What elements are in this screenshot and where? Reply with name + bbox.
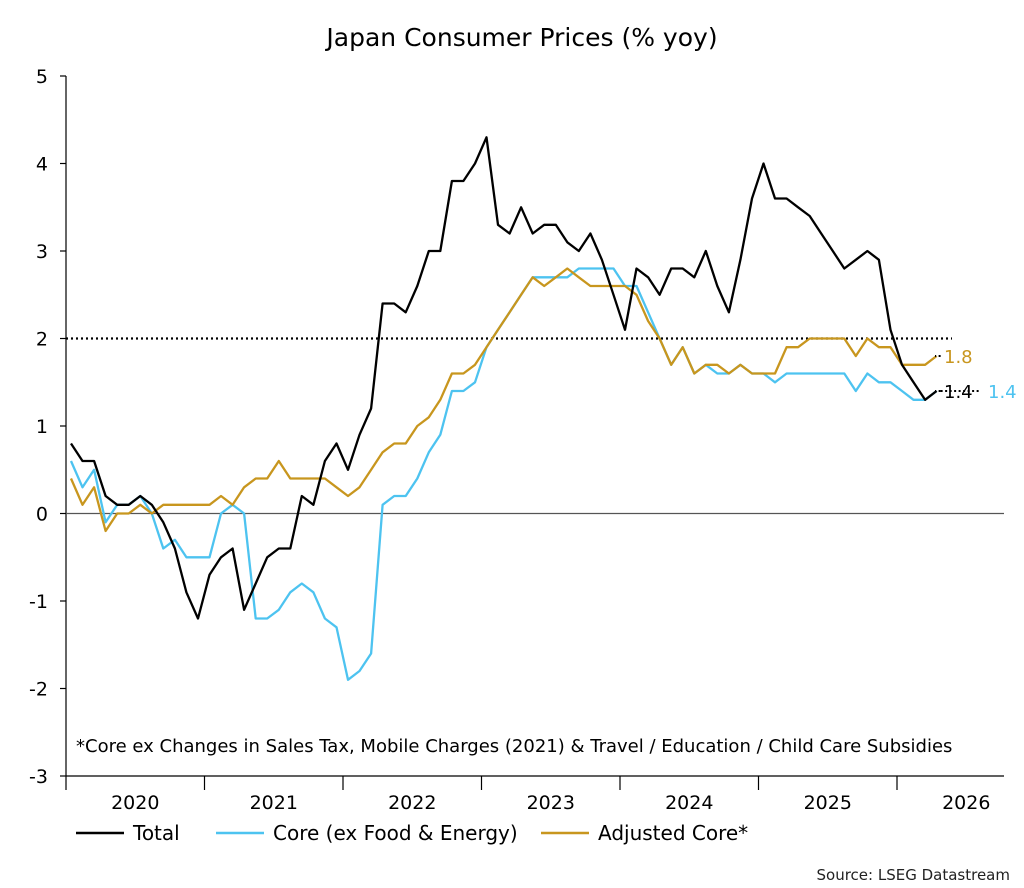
y-tick-label: 3	[36, 241, 48, 263]
legend-label-1: Core (ex Food & Energy)	[273, 821, 518, 845]
end-value-label-1: 1.4	[988, 382, 1017, 403]
series-lines	[69, 136, 938, 681]
y-tick-label: 1	[36, 416, 48, 438]
x-tick-label: 2023	[527, 792, 575, 814]
reference-lines	[66, 337, 1004, 515]
series-line-2	[69, 267, 938, 533]
x-tick-label: 2024	[665, 792, 713, 814]
y-tick-label: 4	[36, 154, 48, 176]
y-tick-label: 2	[36, 329, 48, 351]
series-line-0	[70, 136, 938, 620]
y-tick-label: 0	[36, 504, 48, 526]
end-labels: 1.4 1.4 1.8	[935, 347, 1017, 403]
y-tick-label: 5	[36, 66, 48, 88]
y-tick-label: -1	[29, 591, 48, 613]
y-axis: 5 4 3 2 1 0 -1 -2 -3	[29, 66, 67, 788]
legend-label-0: Total	[132, 821, 180, 845]
y-tick-label: -3	[29, 766, 48, 788]
y-tick-label: -2	[29, 679, 48, 701]
x-tick-label: 2025	[804, 792, 852, 814]
series-line-1	[69, 267, 938, 681]
x-tick-label: 2022	[388, 792, 436, 814]
source-note: Source: LSEG Datastream	[817, 866, 1010, 884]
x-axis: 2020 2021 2022 2023 2024 2025 2026	[65, 775, 1004, 814]
end-value-label-2: 1.8	[944, 347, 973, 368]
legend-label-2: Adjusted Core*	[598, 821, 748, 845]
x-tick-label: 2021	[250, 792, 298, 814]
end-value-label-0: 1.4	[944, 382, 973, 403]
x-tick-label: 2020	[111, 792, 159, 814]
legend: Total Core (ex Food & Energy) Adjusted Cor…	[76, 821, 748, 845]
chart-title: Japan Consumer Prices (% yoy)	[324, 23, 717, 52]
chart-annotation: *Core ex Changes in Sales Tax, Mobile Ch…	[76, 736, 952, 757]
x-tick-label: 2026	[942, 792, 990, 814]
